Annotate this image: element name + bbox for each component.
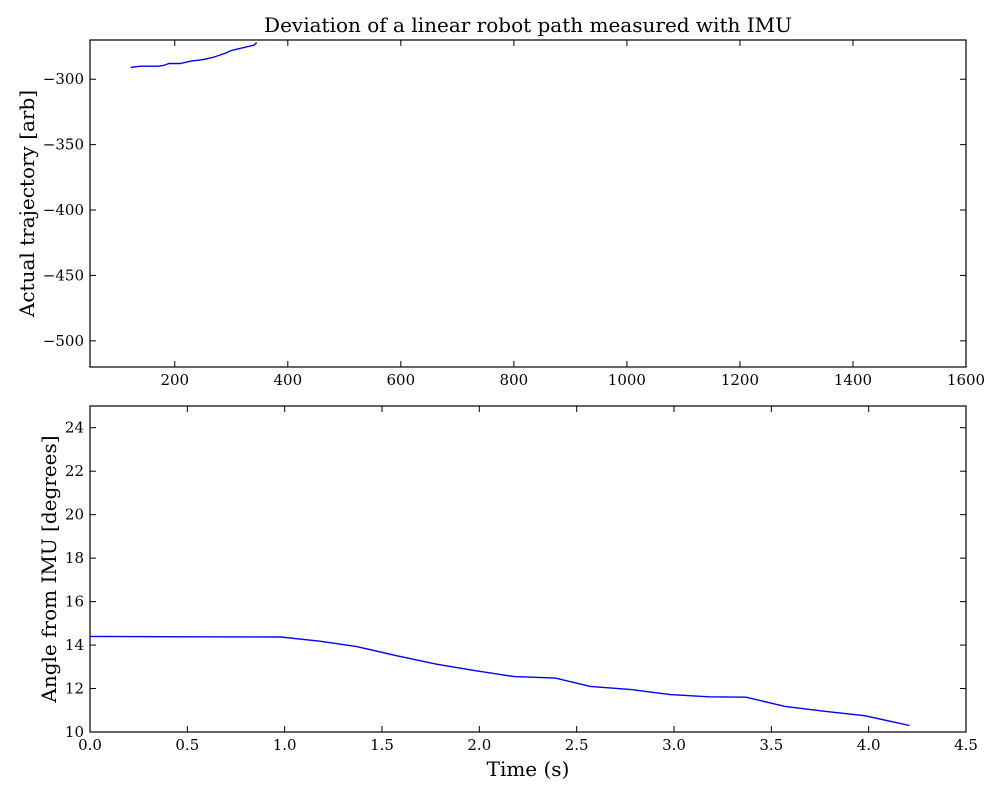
angle-y-tick-label: 24 xyxy=(65,419,84,437)
trajectory-y-ticks: −300 −350 −400 −450 −500 xyxy=(43,70,966,350)
angle-y-tick-label: 12 xyxy=(65,680,84,698)
trajectory-x-tick-label: 600 xyxy=(387,371,416,389)
trajectory-x-tick-label: 1600 xyxy=(947,371,985,389)
angle-x-tick-label: 0.5 xyxy=(175,736,199,754)
trajectory-x-tick-label: 200 xyxy=(160,371,189,389)
trajectory-y-tick-label: −350 xyxy=(43,136,84,154)
angle-x-tick-label: 4.0 xyxy=(857,736,881,754)
angle-series xyxy=(89,635,910,727)
angle-y-tick-label: 20 xyxy=(65,506,84,524)
angle-x-tick-label: 2.5 xyxy=(565,736,589,754)
angle-y-ticks: 10 12 14 16 18 20 22 24 xyxy=(65,419,966,741)
trajectory-plot-frame xyxy=(89,39,967,368)
trajectory-y-tick-label: −450 xyxy=(43,266,84,284)
angle-subplot: 0.0 0.5 1.0 1.5 2.0 2.5 3.0 3.5 4.0 4.5 101214161… xyxy=(37,405,978,781)
angle-y-tick-label: 18 xyxy=(65,549,84,567)
chart-title: Deviation of a linear robot path measure… xyxy=(264,13,792,37)
angle-y-tick-label: 14 xyxy=(65,636,84,654)
trajectory-x-tick-label: 1200 xyxy=(721,371,759,389)
trajectory-y-tick-label: −300 xyxy=(43,70,84,88)
angle-x-ticks: 0.0 0.5 1.0 1.5 2.0 2.5 3.0 3.5 4.0 4.5 xyxy=(78,406,978,754)
angle-y-tick-label: 16 xyxy=(65,593,84,611)
trajectory-x-tick-label: 1400 xyxy=(834,371,872,389)
trajectory-x-tick-label: 800 xyxy=(500,371,529,389)
trajectory-subplot: 200 400 600 800 1000 1200 1400 1600 −300 −350 −40… xyxy=(15,39,985,389)
trajectory-series-line xyxy=(130,42,258,69)
angle-x-axis-label: Time (s) xyxy=(487,757,570,781)
angle-plot-frame xyxy=(89,405,967,733)
trajectory-x-tick-label: 1000 xyxy=(608,371,646,389)
angle-y-tick-label: 10 xyxy=(65,723,84,741)
trajectory-y-axis-label: Actual trajectory [arb] xyxy=(15,90,39,318)
trajectory-y-tick-label: −500 xyxy=(43,332,84,350)
trajectory-x-ticks: 200 400 600 800 1000 1200 1400 1600 xyxy=(160,40,985,389)
angle-y-tick-label: 22 xyxy=(65,462,84,480)
angle-x-tick-label: 1.0 xyxy=(273,736,297,754)
angle-x-tick-label: 0.0 xyxy=(78,736,102,754)
angle-x-tick-label: 2.0 xyxy=(467,736,491,754)
trajectory-y-tick-label: −400 xyxy=(43,201,84,219)
angle-series-line xyxy=(89,635,910,727)
angle-x-tick-label: 1.5 xyxy=(370,736,394,754)
trajectory-x-tick-label: 400 xyxy=(273,371,302,389)
angle-x-tick-label: 3.0 xyxy=(662,736,686,754)
angle-x-tick-label: 3.5 xyxy=(759,736,783,754)
angle-x-tick-label: 4.5 xyxy=(954,736,978,754)
trajectory-series xyxy=(130,42,258,69)
angle-y-axis-label: Angle from IMU [degrees] xyxy=(37,435,61,703)
